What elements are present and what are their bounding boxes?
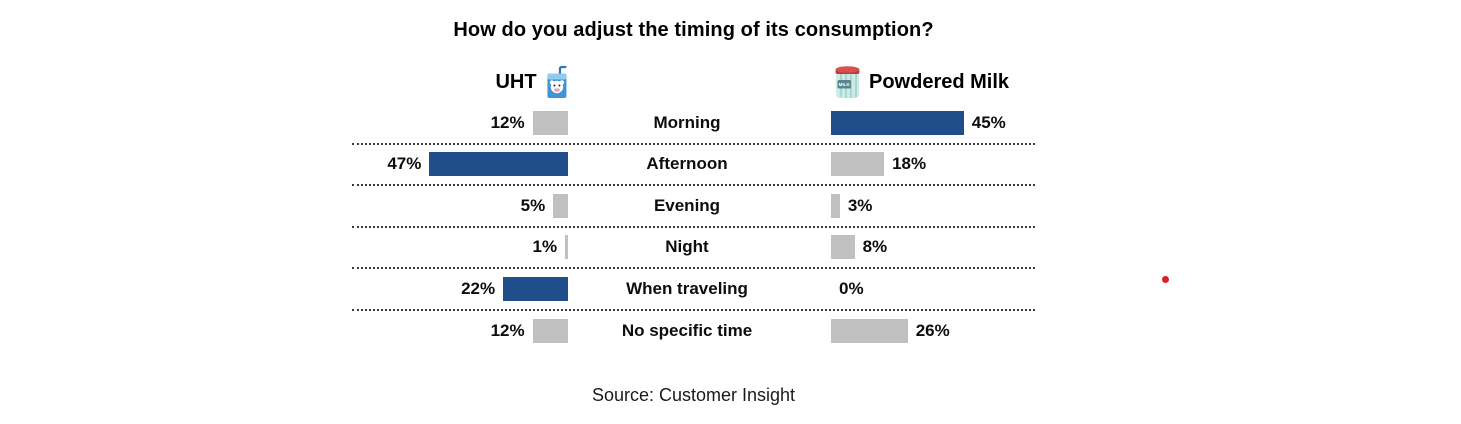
category-cell: Morning <box>568 103 831 143</box>
powdered-value-label: 8% <box>862 237 888 257</box>
uht-cell: 12% <box>352 311 568 353</box>
uht-cell: 47% <box>352 145 568 185</box>
category-label: Morning <box>653 112 721 132</box>
powdered-bar <box>831 193 840 218</box>
uht-cell: 5% <box>352 186 568 226</box>
category-cell: Afternoon <box>568 145 831 185</box>
category-label: When traveling <box>626 278 748 298</box>
powdered-bar <box>831 319 908 344</box>
chart-row: 5% Evening 3% <box>352 186 1035 228</box>
uht-bar <box>503 276 568 301</box>
chart-row: 12% No specific time 26% <box>352 311 1035 353</box>
powdered-cell: 0% <box>831 269 1035 309</box>
uht-cell: 22% <box>352 269 568 309</box>
category-cell: Night <box>568 228 831 268</box>
uht-bar <box>553 193 568 218</box>
chart-row: 22% When traveling 0% <box>352 269 1035 311</box>
uht-cell: 12% <box>352 103 568 143</box>
milk-carton-icon <box>544 65 571 100</box>
uht-header-label: UHT <box>495 70 537 93</box>
uht-value-label: 1% <box>532 237 558 257</box>
category-label: Evening <box>653 195 721 215</box>
laser-pointer-dot <box>1162 276 1169 283</box>
powdered-value-label: 3% <box>847 195 873 215</box>
chart-row: 1% Night 8% <box>352 228 1035 269</box>
powdered-cell: 18% <box>831 145 1035 185</box>
uht-cell: 1% <box>352 228 568 268</box>
uht-value-label: 5% <box>520 195 546 215</box>
powdered-value-label: 45% <box>971 112 1006 132</box>
powdered-cell: 8% <box>831 228 1035 268</box>
uht-value-label: 12% <box>490 112 525 132</box>
chart-row: 12% Morning 45% <box>352 103 1035 145</box>
uht-bar <box>429 152 568 177</box>
powdered-cell: 26% <box>831 311 1035 353</box>
powdered-value-label: 18% <box>892 154 927 174</box>
uht-bar <box>532 110 568 135</box>
powdered-milk-can-icon: MILK <box>833 65 862 100</box>
powdered-cell: 3% <box>831 186 1035 226</box>
uht-bar <box>565 235 568 260</box>
chart-title: How do you adjust the timing of its cons… <box>453 19 934 41</box>
svg-text:MILK: MILK <box>839 82 851 87</box>
powdered-cell: 45% <box>831 103 1035 143</box>
powdered-milk-column-header: MILK Powdered Milk <box>833 63 1009 101</box>
chart-row: 47% Afternoon 18% <box>352 145 1035 186</box>
uht-column-header: UHT <box>495 63 570 101</box>
category-label: No specific time <box>621 321 753 341</box>
uht-value-label: 12% <box>490 321 525 341</box>
uht-bar <box>532 319 568 344</box>
category-cell: No specific time <box>568 311 831 353</box>
powdered-value-label: 26% <box>915 321 950 341</box>
source-caption: Source: Customer Insight <box>591 385 796 405</box>
uht-value-label: 22% <box>461 278 496 298</box>
powdered-bar <box>831 235 855 260</box>
powdered-value-label: 0% <box>839 278 864 298</box>
category-label: Afternoon <box>646 154 728 174</box>
powdered-milk-header-label: Powdered Milk <box>868 70 1010 93</box>
category-cell: Evening <box>568 186 831 226</box>
powdered-bar <box>831 152 885 177</box>
category-cell: When traveling <box>568 269 831 309</box>
powdered-bar <box>831 110 964 135</box>
category-label: Night <box>665 237 709 257</box>
chart-rows: 12% Morning 45% 47% Afternoon 18% 5% Evening 3% 1… <box>352 103 1035 352</box>
uht-value-label: 47% <box>387 154 422 174</box>
